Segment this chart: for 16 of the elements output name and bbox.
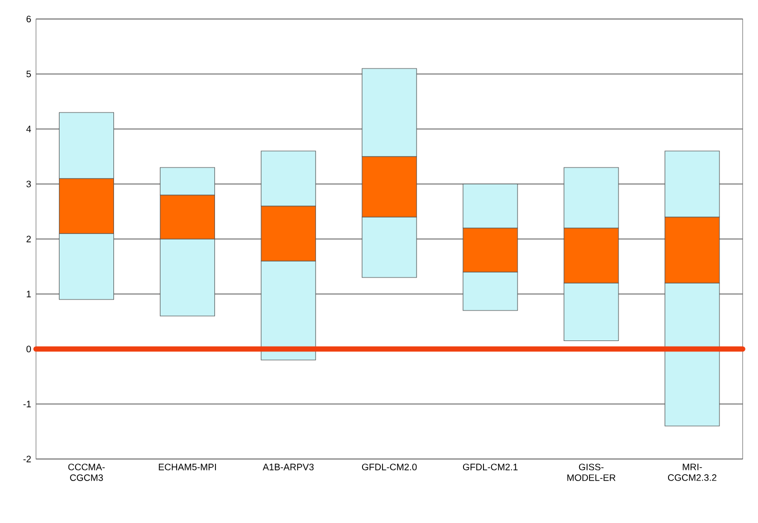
x-tick-label: A1B-ARPV3 bbox=[262, 464, 314, 470]
y-tick-label: -2 bbox=[23, 456, 31, 462]
y-tick-label: -1 bbox=[23, 400, 31, 408]
y-tick-label: 1 bbox=[26, 290, 31, 298]
y-tick-label: 5 bbox=[26, 70, 31, 78]
x-tick-label: CCCMA-CGCM3 bbox=[68, 464, 105, 481]
y-tick-label: 4 bbox=[26, 126, 32, 132]
y-tick-label: 3 bbox=[26, 180, 31, 188]
y-tick-label: 2 bbox=[26, 236, 31, 242]
y-tick-label: 0 bbox=[26, 346, 31, 352]
x-tick-label: GFDL-CM2.0 bbox=[362, 464, 417, 470]
x-tick-label: GISS-MODEL-ER bbox=[567, 464, 616, 481]
x-tick-label: ECHAM5-MPI bbox=[158, 464, 216, 470]
y-tick-label: 6 bbox=[26, 16, 31, 22]
x-tick-label: GFDL-CM2.1 bbox=[463, 464, 518, 470]
x-tick-label: MRI-CGCM2.3.2 bbox=[668, 464, 716, 481]
